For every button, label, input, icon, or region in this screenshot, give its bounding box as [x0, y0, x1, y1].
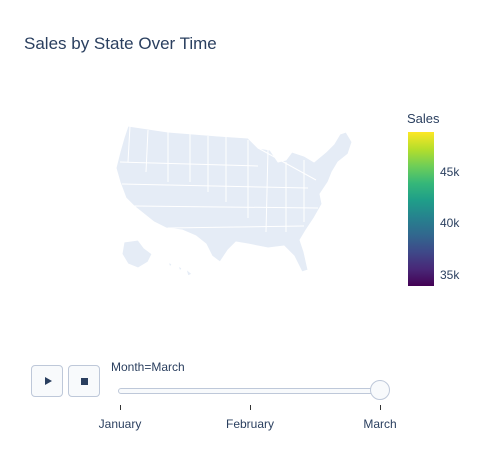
hawaii	[167, 261, 193, 277]
colorbar-tick-label: 40k	[440, 216, 460, 231]
slider-rail[interactable]	[118, 388, 386, 394]
chart-title: Sales by State Over Time	[24, 34, 217, 53]
us-map	[115, 125, 353, 277]
slider-step-tick	[120, 405, 121, 410]
colorbar	[408, 132, 434, 286]
stop-icon	[80, 377, 88, 385]
slider-step-label[interactable]: February	[225, 417, 275, 431]
slider-step-tick	[250, 405, 251, 410]
colorbar-tick-label: 45k	[440, 165, 460, 180]
contiguous-us	[115, 125, 353, 273]
slider-step-label[interactable]: March	[363, 417, 397, 431]
stop-button[interactable]	[68, 365, 100, 397]
alaska	[121, 239, 153, 269]
slider-step-label[interactable]: January	[98, 417, 142, 431]
colorbar-gradient	[408, 132, 434, 286]
slider-step-tick	[380, 405, 381, 410]
colorbar-tick-label: 35k	[440, 267, 460, 282]
state-borders	[119, 125, 319, 233]
colorbar-title: Sales	[407, 111, 440, 126]
slider-handle[interactable]	[370, 380, 390, 400]
play-button[interactable]	[31, 365, 63, 397]
play-icon	[44, 377, 52, 385]
us-states	[115, 125, 353, 277]
slider-current-value: Month=March	[111, 360, 185, 374]
